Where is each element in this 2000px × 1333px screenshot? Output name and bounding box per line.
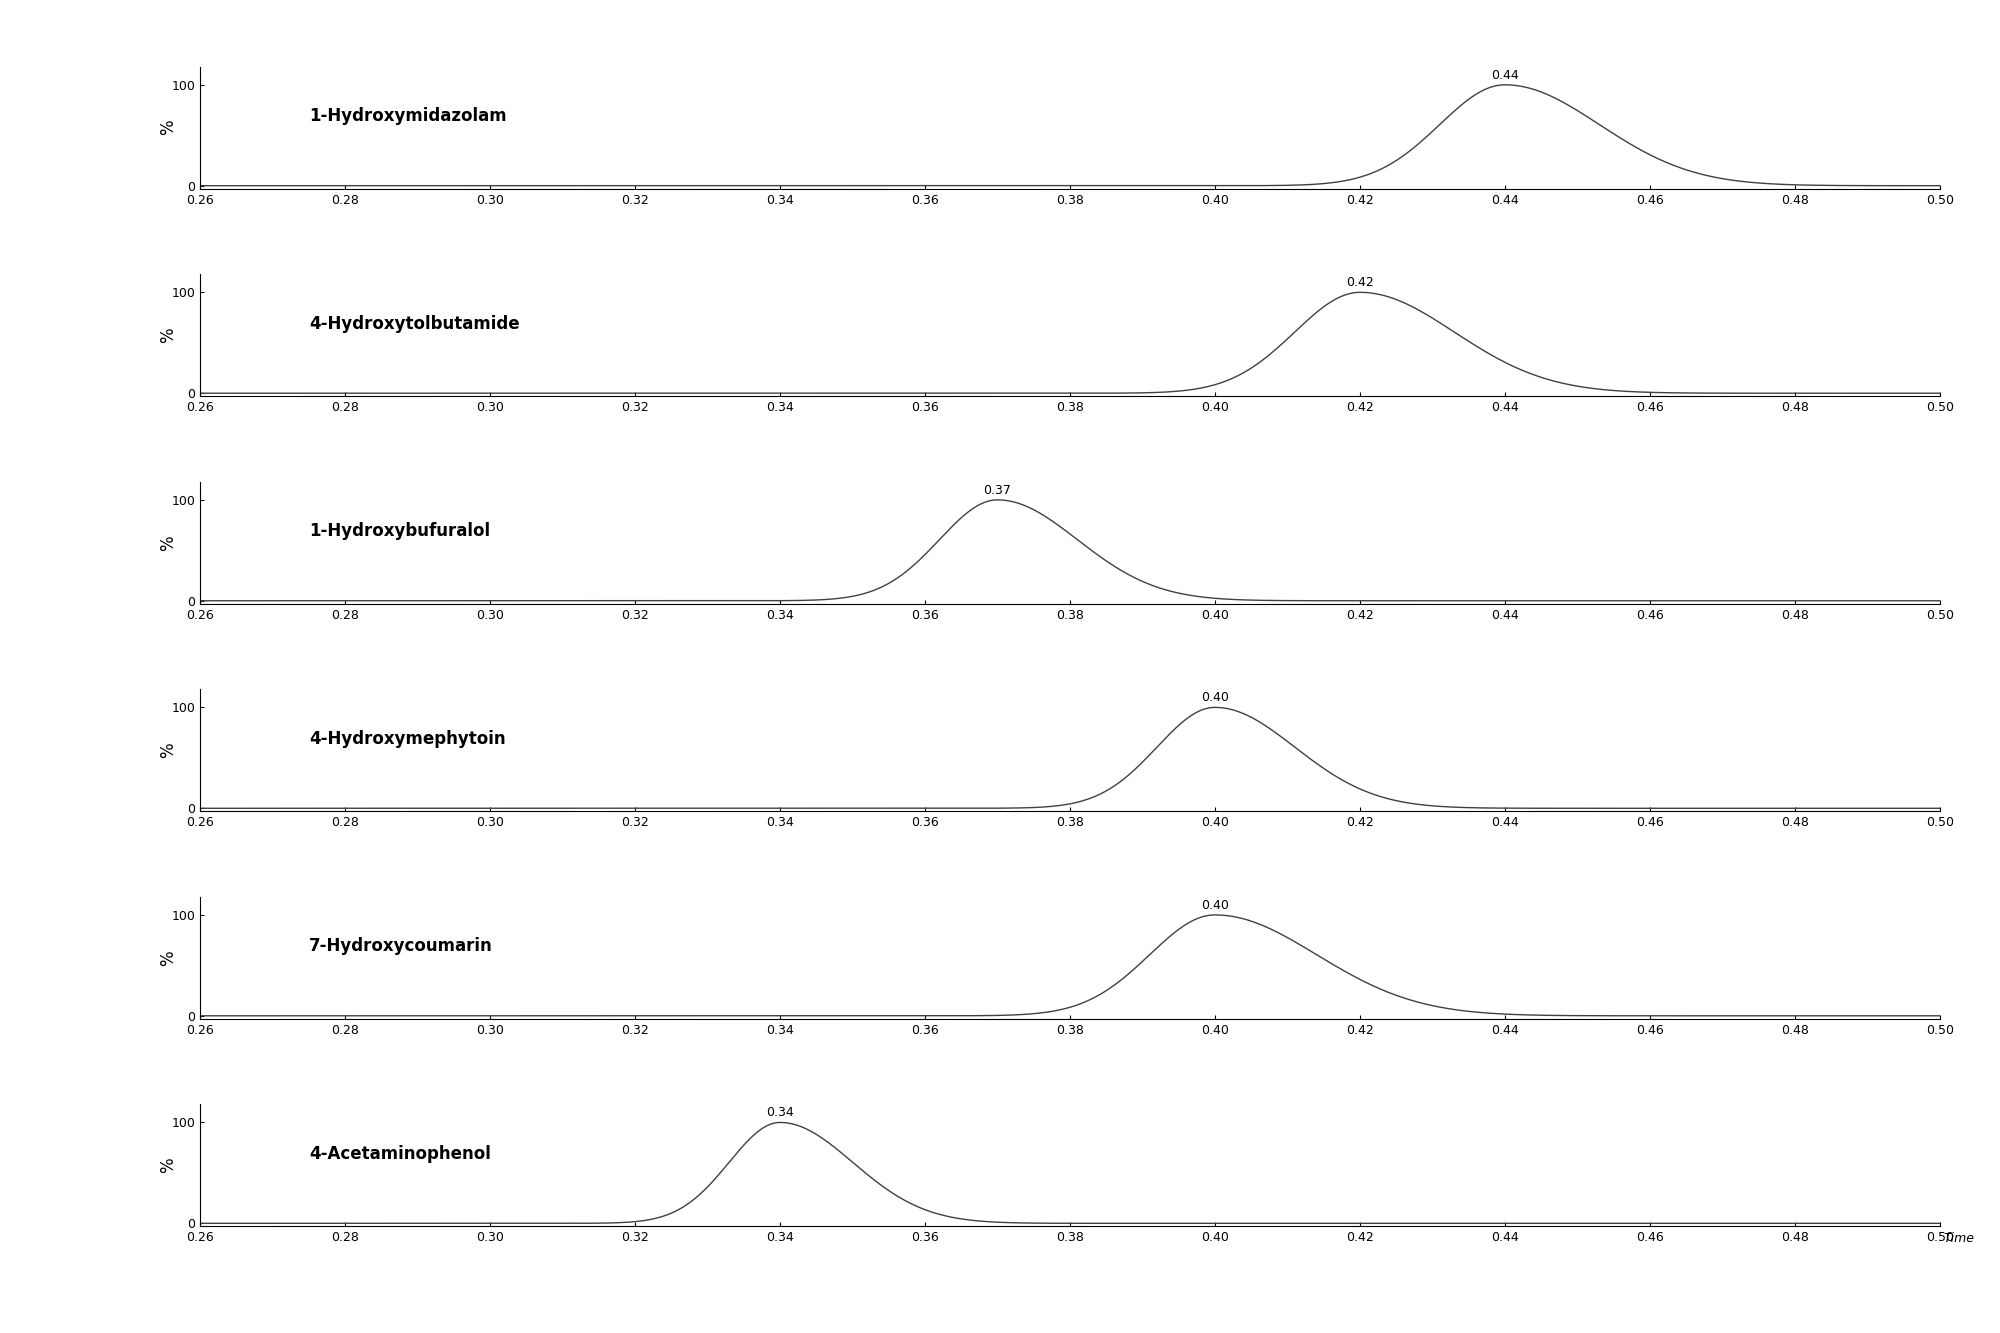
Text: 0.44: 0.44 bbox=[1492, 69, 1518, 81]
Y-axis label: %: % bbox=[160, 1157, 178, 1173]
Y-axis label: %: % bbox=[160, 742, 178, 758]
Y-axis label: %: % bbox=[160, 950, 178, 965]
Text: 4-Hydroxytolbutamide: 4-Hydroxytolbutamide bbox=[308, 315, 520, 332]
Text: 1-Hydroxymidazolam: 1-Hydroxymidazolam bbox=[308, 107, 506, 125]
Text: 4-Hydroxymephytoin: 4-Hydroxymephytoin bbox=[308, 729, 506, 748]
Y-axis label: %: % bbox=[160, 328, 178, 343]
Y-axis label: %: % bbox=[160, 120, 178, 136]
Text: 0.37: 0.37 bbox=[984, 484, 1012, 497]
Text: 0.40: 0.40 bbox=[1202, 898, 1228, 912]
Text: 1-Hydroxybufuralol: 1-Hydroxybufuralol bbox=[308, 523, 490, 540]
Y-axis label: %: % bbox=[160, 535, 178, 551]
Text: 0.40: 0.40 bbox=[1202, 692, 1228, 704]
Text: 0.42: 0.42 bbox=[1346, 276, 1374, 289]
Text: 0.34: 0.34 bbox=[766, 1106, 794, 1120]
Text: Time: Time bbox=[1944, 1233, 1974, 1245]
Text: 4-Acetaminophenol: 4-Acetaminophenol bbox=[308, 1145, 490, 1162]
Text: 7-Hydroxycoumarin: 7-Hydroxycoumarin bbox=[308, 937, 492, 956]
